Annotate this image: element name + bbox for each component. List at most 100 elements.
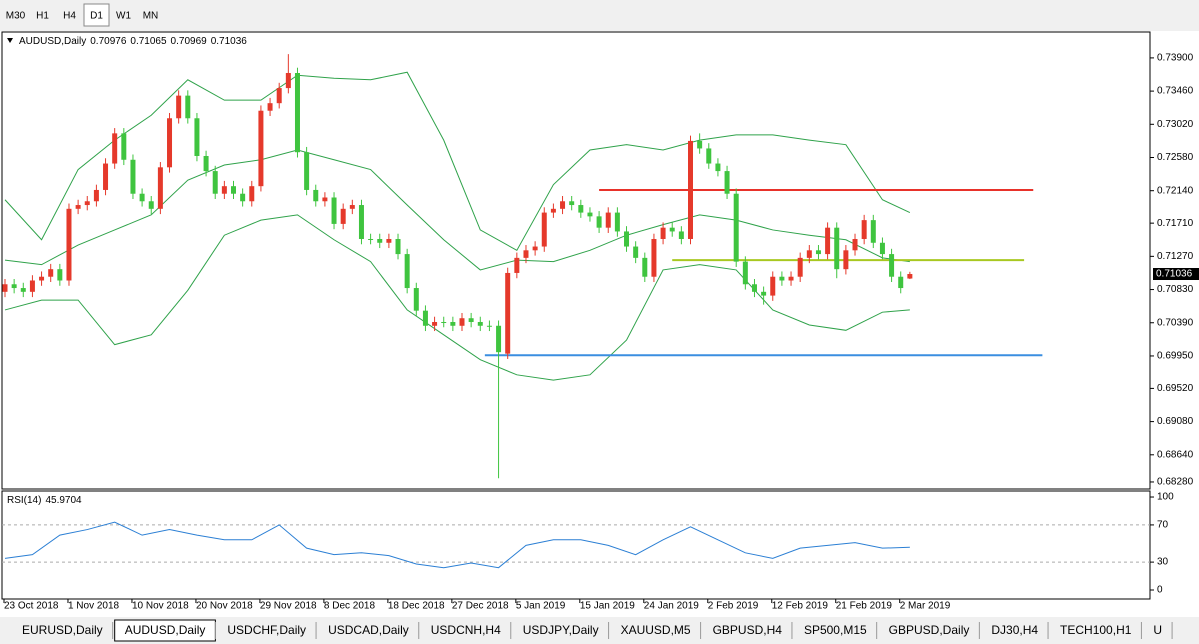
- y-tick-label: 0.73900: [1157, 53, 1194, 64]
- chart-tab-label[interactable]: AUDUSD,Daily: [125, 623, 206, 637]
- chart-tab[interactable]: [1050, 620, 1142, 641]
- timeframe-label[interactable]: M30: [6, 11, 26, 22]
- ohlc-value: 0.71036: [211, 36, 248, 47]
- timeframe-button[interactable]: [30, 4, 55, 26]
- candle-body: [203, 155, 209, 172]
- candle-body: [249, 186, 255, 202]
- candle-body: [587, 212, 593, 217]
- x-tick-label: 2 Mar 2019: [900, 601, 951, 612]
- candle-body: [815, 250, 821, 255]
- y-tick-label: 0.69950: [1157, 351, 1194, 362]
- chart-tab[interactable]: [217, 620, 317, 641]
- x-tick-label: 23 Oct 2018: [4, 601, 59, 612]
- candle-body: [139, 193, 145, 202]
- timeframe-button[interactable]: [57, 4, 82, 26]
- candle-body: [377, 238, 383, 243]
- chart-tab-label[interactable]: GBPUSD,Daily: [889, 623, 970, 637]
- candle-body: [624, 231, 630, 247]
- candle-body: [240, 193, 246, 202]
- y-tick-label: 0.71710: [1157, 218, 1194, 229]
- timeframe-button[interactable]: [111, 4, 136, 26]
- chart-tab-label[interactable]: SP500,M15: [804, 623, 867, 637]
- y-tick-label: 0.69080: [1157, 416, 1194, 427]
- chart-tab-label[interactable]: USDJPY,Daily: [523, 623, 599, 637]
- candle-body: [779, 276, 785, 281]
- chart-tab[interactable]: [318, 620, 419, 641]
- chart-tab-label[interactable]: USDCHF,Daily: [227, 623, 306, 637]
- candle-body: [349, 205, 355, 209]
- candle-body: [84, 201, 90, 206]
- candle-body: [121, 133, 127, 160]
- candle-body: [861, 220, 867, 239]
- candle-body: [395, 238, 401, 255]
- timeframe-label[interactable]: H1: [36, 11, 49, 22]
- candle-body: [294, 72, 300, 153]
- chart-tab[interactable]: [420, 620, 511, 641]
- candle-body: [130, 159, 136, 194]
- bollinger-band: [4, 149, 910, 271]
- candle-body: [450, 321, 456, 326]
- chart-tab-label[interactable]: DJ30,H4: [991, 623, 1038, 637]
- candle-body: [20, 288, 26, 292]
- candle-body: [852, 238, 858, 251]
- chart-tab[interactable]: [793, 620, 877, 641]
- chart-tab-label[interactable]: USDCAD,Daily: [328, 623, 409, 637]
- candle-body: [413, 288, 419, 311]
- candle-body: [669, 227, 675, 232]
- rsi-plot: [2, 521, 1150, 569]
- timeframe-label[interactable]: MN: [143, 11, 159, 22]
- candle-body: [697, 140, 703, 149]
- timeframe-label[interactable]: D1: [90, 11, 103, 22]
- candle-body: [523, 250, 529, 258]
- timeframe-button[interactable]: [3, 4, 28, 26]
- candle-body: [258, 110, 264, 187]
- y-tick-label: 0: [1157, 585, 1163, 596]
- x-tick-label: 27 Dec 2018: [452, 601, 509, 612]
- chart-tab[interactable]: [610, 620, 701, 641]
- symbol: AUDUSD,Daily: [19, 36, 86, 47]
- chart-tab-label[interactable]: GBPUSD,H4: [713, 623, 783, 637]
- candle-body: [724, 171, 730, 194]
- chart-tab[interactable]: [1143, 620, 1173, 641]
- candle-body: [733, 193, 739, 262]
- rsi-pane: [1, 490, 1151, 600]
- candle-body: [432, 321, 438, 326]
- chart-tab[interactable]: [12, 620, 113, 641]
- chart-tab-label[interactable]: U: [1153, 623, 1162, 637]
- candle-body: [39, 276, 45, 281]
- x-tick-label: 18 Dec 2018: [388, 601, 445, 612]
- candle-body: [788, 276, 794, 281]
- candle-body: [605, 212, 611, 228]
- candle-body: [386, 238, 392, 243]
- y-tick-label: 0.69520: [1157, 383, 1194, 394]
- candle-body: [185, 95, 191, 119]
- candle-body: [806, 250, 812, 258]
- timeframe-button[interactable]: [83, 3, 110, 27]
- candle-body: [596, 216, 602, 228]
- chart-tab-label[interactable]: EURUSD,Daily: [22, 623, 103, 637]
- timeframe-label[interactable]: H4: [63, 11, 76, 22]
- candle-body: [770, 276, 776, 296]
- y-tick-label: 0.71270: [1157, 251, 1194, 262]
- chart-tab-label[interactable]: USDCNH,H4: [431, 623, 501, 637]
- candle-body: [532, 246, 538, 251]
- timeframe-label[interactable]: W1: [116, 11, 131, 22]
- timeframe-button[interactable]: [138, 4, 163, 26]
- candle-body: [550, 208, 556, 213]
- candle-body: [477, 321, 483, 326]
- candle-body: [486, 325, 492, 327]
- chart-tabs: EURUSD,Daily AUDUSD,Daily USDCHF,Daily USDC…: [12, 619, 1173, 642]
- candle-body: [706, 148, 712, 164]
- chart-tab-label[interactable]: XAUUSD,M5: [621, 623, 691, 637]
- y-tick-label: 0.70830: [1157, 284, 1194, 295]
- chart-tab-label[interactable]: TECH100,H1: [1060, 623, 1132, 637]
- candle-body: [797, 257, 803, 277]
- chart-tab[interactable]: [702, 620, 792, 641]
- candle-body: [879, 242, 885, 255]
- chart-header: AUDUSD,Daily 0.70976 0.71065 0.70969 0.71036: [19, 36, 247, 47]
- chart-tab[interactable]: [981, 620, 1049, 641]
- chart-tab[interactable]: [512, 620, 609, 641]
- ohlc-value: 0.70976: [90, 36, 127, 47]
- candle-body: [212, 171, 218, 194]
- chart-tab[interactable]: [878, 620, 980, 641]
